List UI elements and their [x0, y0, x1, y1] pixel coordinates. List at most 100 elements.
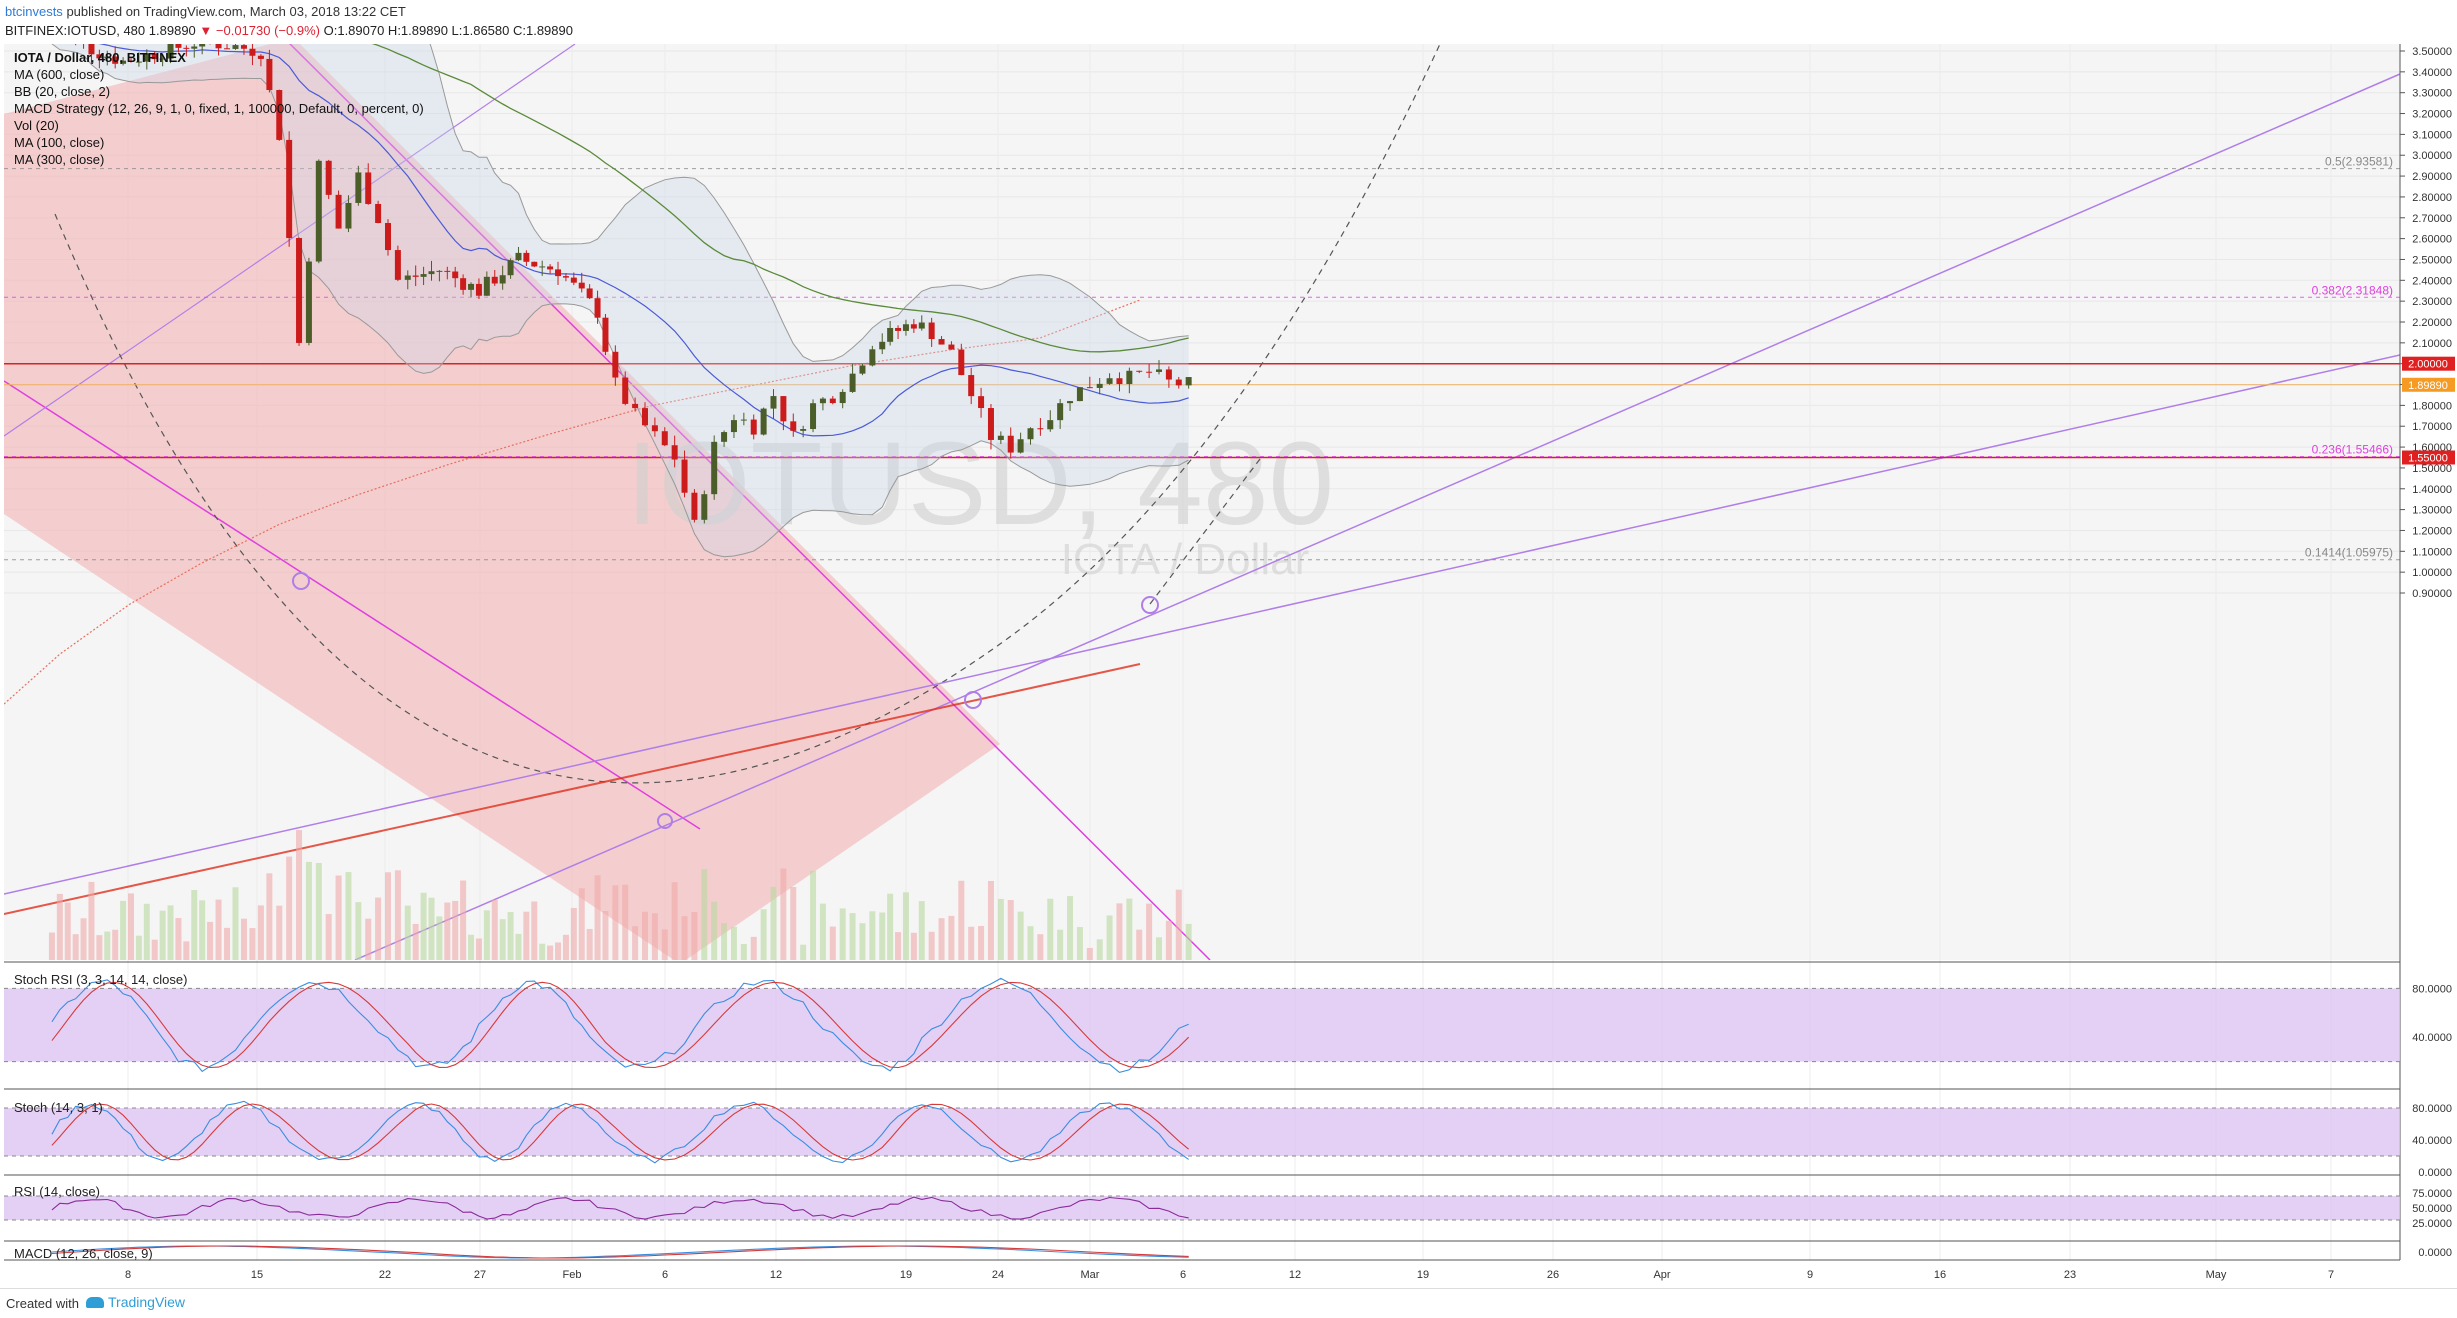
volume-bar [895, 932, 902, 960]
candle [1126, 370, 1133, 385]
candle [420, 274, 427, 277]
volume-bar [1126, 898, 1133, 960]
time-tick-label: 19 [900, 1269, 912, 1281]
volume-bar [661, 929, 668, 960]
macd-pane[interactable]: 0.0000 [51, 1245, 2452, 1259]
volume-bar [539, 943, 546, 960]
price-chart[interactable]: IOTUSD, 480 IOTA / Dollar 0.5(2.93581)0.… [0, 44, 2457, 1288]
price-change: −0.01730 (−0.9%) [215, 23, 320, 38]
pane-tick-label: 50.0000 [2412, 1203, 2452, 1215]
volume-bar [701, 869, 708, 960]
candle [335, 194, 342, 229]
candle [539, 266, 546, 268]
volume-bar [958, 880, 965, 960]
stoch-pane[interactable]: 80.0000 40.0000 0.0000 [4, 1100, 2452, 1179]
time-tick-label: May [2206, 1269, 2227, 1281]
candle [790, 421, 797, 431]
tradingview-cloud-icon [86, 1297, 104, 1308]
candle [938, 339, 945, 345]
volume-bar [879, 912, 886, 960]
time-axis[interactable]: 8 15 22 27 Feb 6 12 19 24 Mar 6 12 19 26 Apr 9 16 23 May 7 [125, 1269, 2334, 1281]
fib-level-label: 0.5(2.93581) [2325, 155, 2393, 169]
chart-header: btcinvests published on TradingView.com,… [0, 0, 2457, 44]
candle [88, 44, 95, 55]
candle [570, 277, 577, 283]
candle [910, 324, 917, 329]
volume-bar [948, 915, 955, 960]
candle [240, 45, 247, 49]
volume-bar [938, 918, 945, 960]
channel-lower-line [4, 380, 701, 830]
volume-bar [978, 926, 985, 960]
volume-bar [594, 875, 601, 960]
symbol-quote-line: BITFINEX:IOTUSD, 480 1.89890 ▼ −0.01730 … [5, 23, 573, 38]
volume-bar [780, 868, 787, 960]
volume-bar [671, 882, 678, 960]
volume-bar [191, 890, 198, 960]
volume-bar [64, 902, 71, 960]
candle [175, 44, 182, 48]
candle [1037, 428, 1044, 430]
price-tick-label: 1.70000 [2412, 421, 2452, 433]
last-price: 1.89890 [148, 23, 196, 38]
price-tick-label: 2.30000 [2412, 296, 2452, 308]
volume-bar [215, 899, 222, 960]
time-tick-label: 12 [1289, 1269, 1301, 1281]
volume-bar [240, 918, 247, 960]
fib-level-label: 0.1414(1.05975) [2305, 546, 2393, 560]
volume-bar [135, 935, 142, 960]
volume-bar [1185, 923, 1192, 960]
pane-tick-label: 75.0000 [2412, 1188, 2452, 1200]
indicator-legend[interactable]: IOTA / Dollar, 480, BITFINEX MA (600, clo… [14, 50, 424, 167]
candle [721, 432, 728, 442]
volume-bar [1106, 915, 1113, 960]
candle [404, 275, 411, 280]
rsi-pane[interactable]: 75.0000 50.0000 25.0000 [4, 1188, 2452, 1230]
tradingview-logo[interactable]: TradingView [86, 1294, 185, 1310]
price-tick-label: 2.10000 [2412, 338, 2452, 350]
candle [1116, 378, 1123, 385]
volume-bar [918, 901, 925, 960]
candle [902, 324, 909, 331]
volume-bars [48, 830, 1192, 960]
time-tick-label: 24 [992, 1269, 1004, 1281]
volume-bar [499, 919, 506, 960]
candle [740, 419, 747, 421]
ma-100-line [371, 44, 1189, 353]
candlesticks [75, 44, 1192, 524]
volume-bar [483, 910, 490, 960]
pane-tick-label: 80.0000 [2412, 983, 2452, 995]
candle [286, 139, 293, 238]
candle [691, 492, 698, 520]
candle [135, 61, 142, 63]
candle [1007, 435, 1014, 453]
price-axis[interactable] [2400, 44, 2457, 1288]
volume-bar [120, 900, 127, 960]
volume-bar [80, 918, 87, 960]
created-with-text: Created with [6, 1296, 79, 1311]
stoch-rsi-pane[interactable]: 80.0000 40.0000 [4, 977, 2452, 1074]
price-label: 1.89890 [2408, 380, 2448, 392]
author-link[interactable]: btcinvests [5, 4, 63, 19]
candle [642, 408, 648, 426]
candle [436, 270, 443, 272]
candle [96, 54, 103, 59]
candle [112, 56, 119, 64]
stoch-title: Stoch (14, 3, 1) [14, 1100, 103, 1115]
volume-bar [887, 893, 894, 960]
legend-item: MACD Strategy (12, 26, 9, 1, 0, fixed, 1… [14, 101, 424, 116]
volume-bar [325, 914, 332, 960]
candle [468, 283, 475, 290]
candle [1086, 387, 1093, 389]
volume-bar [602, 910, 609, 960]
candle [183, 47, 190, 49]
price-label: 1.55000 [2408, 453, 2448, 465]
fib-levels: 0.5(2.93581) 0.382(2.31848) 0.236(1.55466)… [4, 155, 2400, 561]
volume-bar [1007, 900, 1014, 960]
volume-bar [770, 886, 777, 960]
candle [701, 494, 708, 520]
candle [800, 429, 807, 431]
candle [839, 391, 846, 404]
volume-bar [315, 862, 322, 960]
volume-bar [1156, 937, 1162, 960]
